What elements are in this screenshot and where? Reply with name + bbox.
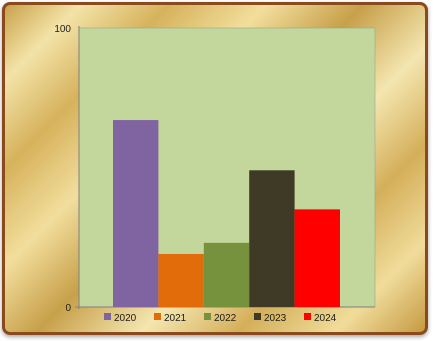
bar-2020 <box>113 120 159 307</box>
legend-label-2024: 2024 <box>314 313 337 324</box>
legend-label-2023: 2023 <box>264 313 287 324</box>
legend: 2020 2021 2022 2023 2024 <box>104 313 337 324</box>
bar-2021 <box>158 253 204 307</box>
bars-group <box>113 120 340 307</box>
legend-swatch-2024 <box>304 313 311 320</box>
bar-2022 <box>203 242 250 307</box>
legend-swatch-2020 <box>104 313 111 320</box>
legend-swatch-2022 <box>204 313 211 320</box>
legend-label-2021: 2021 <box>164 313 187 324</box>
legend-swatch-2023 <box>254 313 261 320</box>
legend-swatch-2021 <box>154 313 161 320</box>
bar-2024 <box>294 209 340 307</box>
bar-2023 <box>249 170 295 307</box>
y-tick-label-min: 0 <box>65 303 71 314</box>
y-tick-label-max: 100 <box>54 24 71 35</box>
legend-label-2020: 2020 <box>114 313 137 324</box>
legend-label-2022: 2022 <box>214 313 237 324</box>
